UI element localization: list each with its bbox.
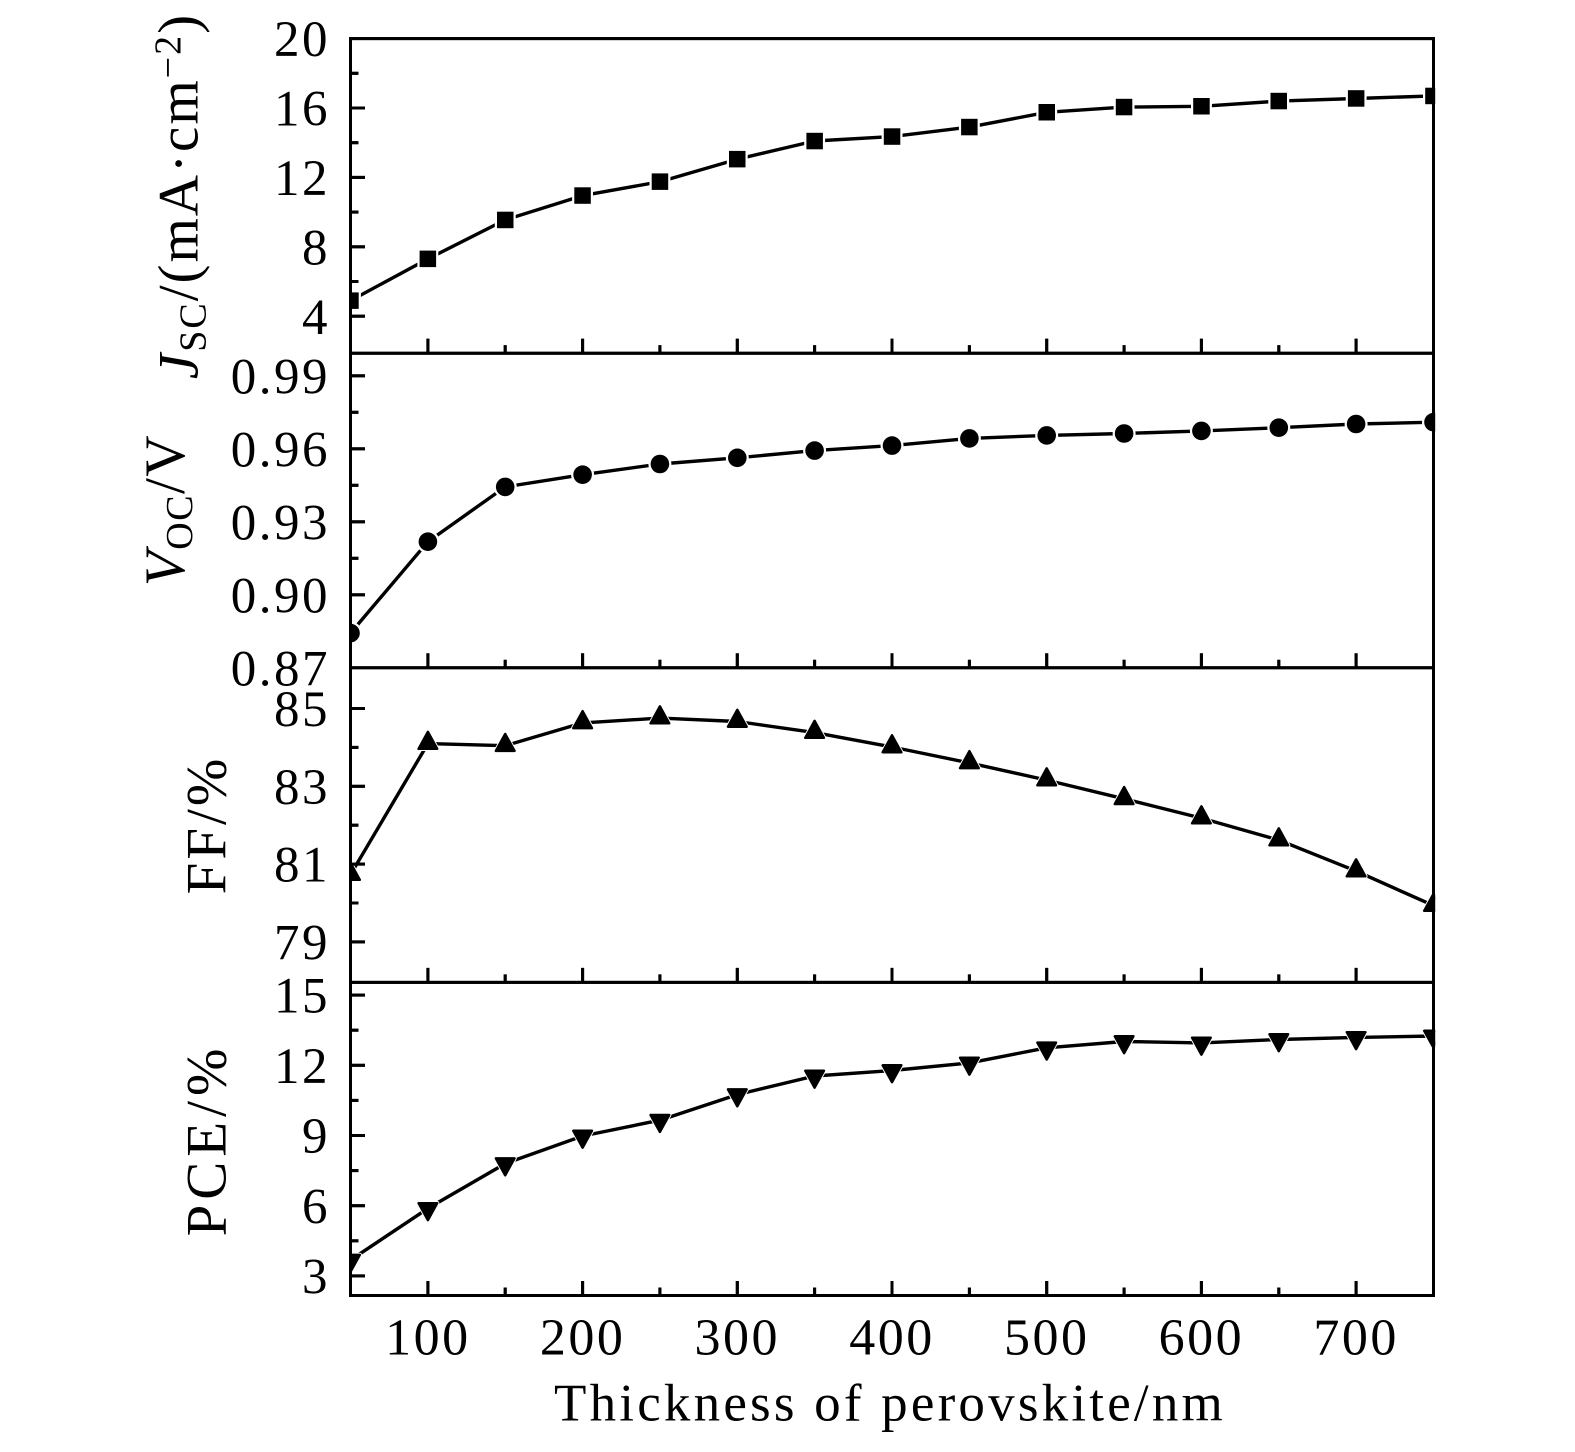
svg-text:3: 3 bbox=[302, 1249, 330, 1305]
svg-text:85: 85 bbox=[274, 682, 330, 738]
svg-text:9: 9 bbox=[302, 1109, 330, 1165]
svg-text:79: 79 bbox=[274, 915, 330, 971]
svg-text:8: 8 bbox=[302, 220, 330, 276]
svg-text:400: 400 bbox=[849, 1310, 935, 1367]
svg-text:12: 12 bbox=[274, 151, 330, 207]
svg-text:0.96: 0.96 bbox=[231, 422, 330, 478]
svg-text:0.93: 0.93 bbox=[231, 495, 330, 551]
svg-text:4: 4 bbox=[302, 290, 330, 346]
svg-text:200: 200 bbox=[540, 1310, 626, 1367]
svg-text:0.90: 0.90 bbox=[231, 568, 330, 624]
svg-text:VOC/V: VOC/V bbox=[134, 434, 201, 586]
svg-text:300: 300 bbox=[695, 1310, 781, 1367]
svg-text:81: 81 bbox=[274, 838, 330, 894]
svg-text:12: 12 bbox=[274, 1039, 330, 1095]
svg-text:16: 16 bbox=[274, 82, 330, 138]
svg-text:FF/%: FF/% bbox=[176, 756, 239, 895]
svg-text:20: 20 bbox=[274, 12, 330, 68]
svg-text:Thickness of perovskite/nm: Thickness of perovskite/nm bbox=[554, 1375, 1226, 1433]
svg-text:83: 83 bbox=[274, 760, 330, 816]
svg-text:15: 15 bbox=[274, 969, 330, 1025]
svg-text:0.87: 0.87 bbox=[231, 641, 330, 697]
svg-text:JSC/(mA·cm−2): JSC/(mA·cm−2) bbox=[148, 13, 215, 379]
svg-text:100: 100 bbox=[385, 1310, 471, 1367]
svg-text:0.99: 0.99 bbox=[231, 349, 330, 405]
svg-text:600: 600 bbox=[1159, 1310, 1245, 1367]
svg-text:500: 500 bbox=[1004, 1310, 1090, 1367]
svg-text:6: 6 bbox=[302, 1179, 330, 1235]
svg-text:PCE/%: PCE/% bbox=[176, 1044, 239, 1237]
svg-text:700: 700 bbox=[1313, 1310, 1399, 1367]
